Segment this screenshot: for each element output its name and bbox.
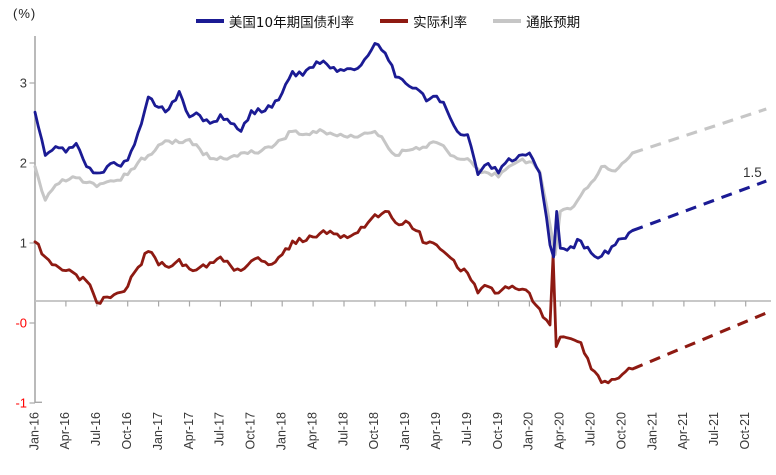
x-tick-label: Jul-17 — [213, 412, 227, 446]
legend-line-swatch-nominal — [195, 19, 224, 23]
y-tick-label: -1 — [15, 396, 27, 411]
x-tick-label: Oct-16 — [120, 412, 134, 450]
series-line-breakeven — [33, 128, 634, 257]
x-tick-label: Apr-21 — [676, 412, 690, 450]
legend-label-nominal: 美国10年期国债利率 — [228, 15, 355, 31]
x-tick-label: Jul-21 — [707, 412, 721, 446]
x-tick-label: Apr-19 — [429, 412, 443, 450]
x-tick-label: Apr-17 — [182, 412, 196, 450]
y-tick-label: -0 — [15, 316, 27, 331]
annotation-forecast-value: 1.5 — [743, 165, 762, 180]
x-tick-label: Jul-18 — [336, 412, 350, 446]
x-tick-label: Jan-21 — [645, 412, 659, 450]
legend-label-real: 实际利率 — [413, 15, 468, 31]
y-tick-label: 3 — [20, 76, 27, 91]
legend-line-swatch-breakeven — [493, 19, 522, 23]
x-tick-label: Jan-17 — [151, 412, 165, 450]
x-tick-label: Apr-18 — [305, 412, 319, 450]
x-tick-label: Oct-21 — [738, 412, 752, 450]
forecast-dashed-line-breakeven — [631, 107, 767, 155]
series-line-real — [33, 209, 634, 385]
x-tick-label: Jan-18 — [274, 412, 288, 450]
legend: 美国10年期国债利率 实际利率 通胀预期 — [0, 11, 776, 31]
y-tick-label: 2 — [20, 156, 27, 171]
x-tick-label: Apr-16 — [58, 412, 72, 450]
x-tick-label: Apr-20 — [553, 412, 567, 450]
x-tick-label: Jan-19 — [398, 412, 412, 450]
x-tick-label: Jul-20 — [583, 412, 597, 446]
legend-label-breakeven: 通胀预期 — [526, 15, 581, 31]
forecast-dashed-line-real — [631, 311, 767, 371]
series-line-nominal — [33, 42, 634, 260]
y-tick-label: 1 — [20, 236, 27, 251]
legend-item-breakeven: 通胀预期 — [493, 11, 580, 31]
x-tick-label: Jul-16 — [89, 412, 103, 446]
forecast-dashed-line-nominal — [631, 179, 767, 233]
x-tick-label: Jul-19 — [460, 412, 474, 446]
x-tick-label: Oct-18 — [367, 412, 381, 450]
x-tick-label: Jan-16 — [27, 412, 41, 450]
y-axis-unit-label: (%) — [13, 6, 37, 21]
x-tick-label: Oct-19 — [491, 412, 505, 450]
x-tick-label: Oct-17 — [244, 412, 258, 450]
legend-line-swatch-real — [380, 19, 409, 23]
legend-item-real: 实际利率 — [380, 11, 467, 31]
x-tick-label: Jan-20 — [522, 412, 536, 450]
legend-item-nominal: 美国10年期国债利率 — [195, 11, 355, 31]
x-tick-label: Oct-20 — [614, 412, 628, 450]
